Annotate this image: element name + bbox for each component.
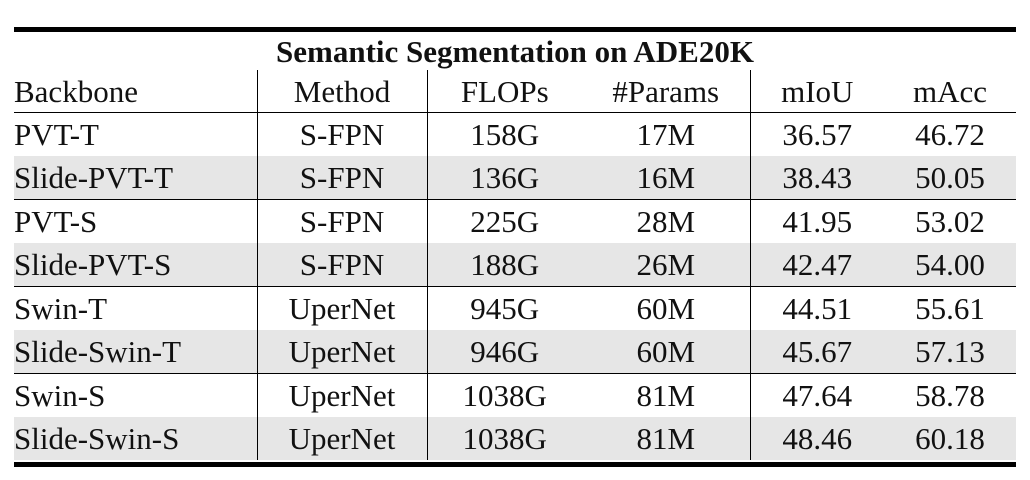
header-macc: mAcc	[912, 73, 988, 109]
cell-miou: 48.46	[749, 417, 884, 460]
cell-miou: 45.67	[749, 330, 884, 374]
table-header-row: Backbone Method FLOPs #Params mIoU mAcc	[14, 70, 1016, 113]
cell-params: 81M	[582, 417, 750, 460]
table-title: Semantic Segmentation on ADE20K	[276, 33, 754, 69]
cell-method: UperNet	[256, 330, 427, 374]
header-method: Method	[256, 70, 427, 113]
cell-method: UperNet	[256, 286, 427, 330]
cell-flops: 158G	[426, 112, 582, 156]
table-row-highlighted: Slide-PVT-T S-FPN 136G 16M 38.43 50.05	[14, 156, 1016, 200]
cell-flops: 1038G	[426, 373, 582, 417]
cell-params: 17M	[582, 112, 750, 156]
cell-params: 26M	[582, 243, 750, 287]
cell-macc: 54.00	[884, 243, 1016, 287]
table-title-row: Semantic Segmentation on ADE20K	[14, 32, 1016, 70]
cell-flops: 946G	[426, 330, 582, 374]
cell-flops: 1038G	[426, 417, 582, 460]
cell-method: S-FPN	[256, 156, 427, 200]
cell-backbone: Slide-PVT-T	[14, 156, 257, 200]
cell-backbone: Swin-T	[14, 286, 257, 330]
cell-miou: 41.95	[749, 199, 884, 243]
cell-miou: 47.64	[749, 373, 884, 417]
cell-backbone: Slide-Swin-T	[14, 330, 257, 374]
cell-params: 16M	[582, 156, 750, 200]
cell-flops: 136G	[426, 156, 582, 200]
header-backbone: Backbone	[14, 73, 138, 109]
cell-miou: 42.47	[749, 243, 884, 287]
table-row: Swin-T UperNet 945G 60M 44.51 55.61	[14, 286, 1016, 330]
cell-macc: 58.78	[884, 373, 1016, 417]
cell-backbone: Slide-PVT-S	[14, 243, 257, 287]
cell-backbone: PVT-T	[14, 112, 257, 156]
table-row-highlighted: Slide-Swin-T UperNet 946G 60M 45.67 57.1…	[14, 330, 1016, 374]
cell-backbone: Slide-Swin-S	[14, 417, 257, 460]
cell-miou: 44.51	[749, 286, 884, 330]
cell-params: 28M	[582, 199, 750, 243]
cell-flops: 225G	[426, 199, 582, 243]
cell-method: UperNet	[256, 373, 427, 417]
cell-params: 60M	[582, 286, 750, 330]
cell-method: S-FPN	[256, 112, 427, 156]
cell-flops: 188G	[426, 243, 582, 287]
results-table: Semantic Segmentation on ADE20K Backbone…	[14, 32, 1016, 460]
cell-flops: 945G	[426, 286, 582, 330]
header-params: #Params	[612, 73, 720, 109]
cell-backbone: PVT-S	[14, 199, 257, 243]
cell-macc: 53.02	[884, 199, 1016, 243]
top-rule	[14, 27, 1016, 32]
cell-macc: 55.61	[884, 286, 1016, 330]
cell-method: UperNet	[256, 417, 427, 460]
header-miou: mIoU	[749, 70, 884, 113]
cell-miou: 36.57	[749, 112, 884, 156]
table-row: Swin-S UperNet 1038G 81M 47.64 58.78	[14, 373, 1016, 417]
table-row-highlighted: Slide-Swin-S UperNet 1038G 81M 48.46 60.…	[14, 417, 1016, 460]
cell-macc: 50.05	[884, 156, 1016, 200]
bottom-rule	[14, 462, 1016, 467]
cell-backbone: Swin-S	[14, 373, 257, 417]
table-row: PVT-T S-FPN 158G 17M 36.57 46.72	[14, 112, 1016, 156]
table-row-highlighted: Slide-PVT-S S-FPN 188G 26M 42.47 54.00	[14, 243, 1016, 287]
cell-macc: 57.13	[884, 330, 1016, 374]
cell-macc: 46.72	[884, 112, 1016, 156]
header-flops: FLOPs	[426, 70, 582, 113]
table-row: PVT-S S-FPN 225G 28M 41.95 53.02	[14, 199, 1016, 243]
cell-method: S-FPN	[256, 199, 427, 243]
cell-miou: 38.43	[749, 156, 884, 200]
cell-macc: 60.18	[884, 417, 1016, 460]
cell-method: S-FPN	[256, 243, 427, 287]
cell-params: 60M	[582, 330, 750, 374]
cell-params: 81M	[582, 373, 750, 417]
